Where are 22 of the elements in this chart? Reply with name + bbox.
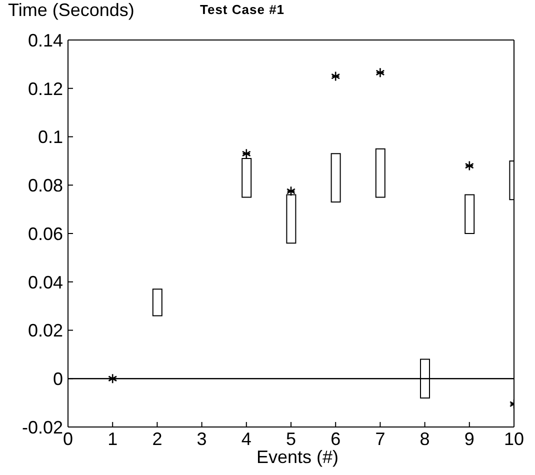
y-axis-title: Time (Seconds) <box>8 0 134 21</box>
chart-title: Test Case #1 <box>200 2 285 17</box>
x-axis-title: Events (#) <box>255 447 340 468</box>
x-tick-label: 3 <box>196 428 207 449</box>
x-tick-label: 8 <box>420 428 430 449</box>
x-tick-label: 5 <box>286 428 296 449</box>
y-tick-label: 0.1 <box>38 127 63 148</box>
y-tick-label: 0 <box>52 369 63 390</box>
y-tick-label: 0.14 <box>28 30 63 50</box>
x-tick-label: 6 <box>330 428 341 449</box>
x-tick-label: 10 <box>504 428 524 449</box>
x-tick-label: 2 <box>152 428 162 449</box>
x-tick-label: 4 <box>241 428 252 449</box>
y-tick-label: 0.02 <box>28 320 63 341</box>
x-tick-label: 7 <box>375 428 386 449</box>
y-tick-label: -0.02 <box>22 417 63 438</box>
y-tick-label: 0.04 <box>28 272 63 292</box>
y-tick-label: 0.08 <box>28 176 63 196</box>
x-tick-label: 1 <box>108 428 118 449</box>
y-tick-label: 0.06 <box>28 224 63 244</box>
x-tick-label: 9 <box>464 428 474 449</box>
y-tick-label: 0.12 <box>28 78 63 99</box>
